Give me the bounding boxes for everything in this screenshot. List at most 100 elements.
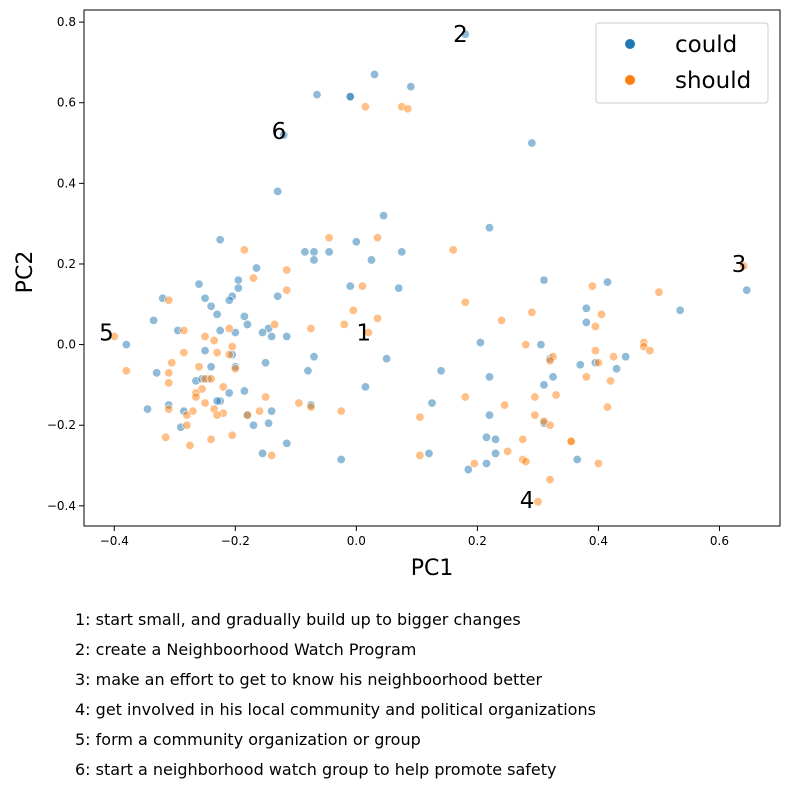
legend-marker-could: [625, 39, 635, 49]
point-should: [209, 336, 219, 346]
annotation-label-2: 2: [453, 22, 468, 48]
point-could: [345, 92, 355, 102]
point-should: [306, 402, 316, 412]
point-should: [336, 406, 346, 416]
point-should: [282, 285, 292, 295]
point-should: [460, 392, 470, 402]
scatter-chart: −0.4 −0.2 0.0 0.2 0.4 0.6 −0.4 −0.2 0.0 0.2 0.4 0.…: [13, 9, 781, 581]
point-should: [403, 104, 413, 114]
point-could: [312, 90, 322, 100]
point-could: [273, 291, 283, 301]
point-could: [394, 283, 404, 293]
point-could: [233, 275, 243, 285]
point-should: [373, 233, 383, 243]
point-could: [539, 275, 549, 285]
point-should: [227, 342, 237, 352]
point-should: [212, 348, 222, 358]
point-should: [242, 410, 252, 420]
point-should: [282, 265, 292, 275]
y-tick-label: −0.2: [47, 418, 76, 432]
x-tick-label: 0.2: [468, 534, 487, 548]
point-should: [164, 368, 174, 378]
point-could: [491, 448, 501, 458]
annotation-label-3: 3: [732, 252, 747, 278]
point-should: [551, 390, 561, 400]
point-could: [424, 448, 434, 458]
y-axis-title: PC2: [13, 251, 38, 294]
point-should: [348, 305, 358, 315]
x-tick-label: 0.6: [710, 534, 729, 548]
point-should: [360, 102, 370, 112]
annotation-label-5: 5: [99, 321, 114, 347]
point-could: [242, 319, 252, 329]
point-could: [463, 465, 473, 475]
point-should: [603, 402, 613, 412]
point-should: [248, 273, 258, 283]
annotation-label-4: 4: [520, 488, 535, 514]
point-could: [273, 186, 283, 196]
point-could: [215, 235, 225, 245]
point-should: [218, 382, 228, 392]
point-should: [521, 456, 531, 466]
point-should: [593, 358, 603, 368]
point-could: [612, 364, 622, 374]
point-could: [267, 406, 277, 416]
point-should: [609, 352, 619, 362]
point-could: [572, 454, 582, 464]
point-should: [121, 366, 131, 376]
point-could: [200, 346, 210, 356]
legend: could should: [595, 22, 769, 104]
point-should: [179, 325, 189, 335]
point-could: [309, 352, 319, 362]
legend-box: [595, 22, 769, 104]
point-should: [460, 297, 470, 307]
point-could: [406, 82, 416, 92]
point-should: [227, 430, 237, 440]
point-could: [303, 366, 313, 376]
point-should: [206, 374, 216, 384]
point-could: [215, 325, 225, 335]
points-layer: [109, 29, 752, 507]
caption-1: 1: start small, and gradually build up t…: [75, 610, 521, 629]
point-should: [539, 416, 549, 426]
point-could: [360, 382, 370, 392]
point-should: [182, 420, 192, 430]
point-could: [206, 362, 216, 372]
point-could: [267, 332, 277, 342]
annotation-label-1: 1: [356, 321, 371, 347]
point-should: [518, 434, 528, 444]
point-should: [164, 378, 174, 388]
point-should: [200, 332, 210, 342]
point-could: [239, 311, 249, 321]
point-could: [121, 340, 131, 350]
point-should: [363, 327, 373, 337]
x-axis: −0.4 −0.2 0.0 0.2 0.4 0.6: [100, 526, 729, 548]
point-should: [324, 233, 334, 243]
point-should: [530, 392, 540, 402]
x-tick-label: 0.4: [589, 534, 608, 548]
point-could: [345, 281, 355, 291]
point-should: [645, 346, 655, 356]
point-should: [182, 410, 192, 420]
point-should: [164, 404, 174, 414]
y-tick-label: 0.0: [57, 338, 76, 352]
point-should: [521, 340, 531, 350]
point-could: [484, 223, 494, 233]
point-could: [484, 410, 494, 420]
point-should: [230, 364, 240, 374]
point-could: [224, 388, 234, 398]
point-should: [415, 412, 425, 422]
point-should: [194, 362, 204, 372]
point-should: [739, 261, 749, 271]
point-should: [415, 450, 425, 460]
point-should: [587, 281, 597, 291]
point-should: [606, 376, 616, 386]
point-should: [191, 392, 201, 402]
x-tick-label: 0.0: [347, 534, 366, 548]
point-could: [475, 338, 485, 348]
point-could: [324, 247, 334, 257]
point-should: [161, 432, 171, 442]
point-could: [194, 279, 204, 289]
annotations: 1 2 3 4 5 6: [99, 22, 746, 514]
point-could: [200, 293, 210, 303]
